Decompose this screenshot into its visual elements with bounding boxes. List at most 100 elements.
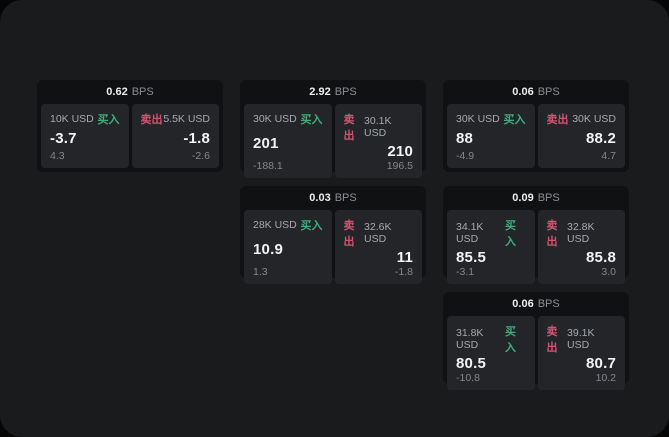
spread-header: 0.09 BPS <box>447 186 625 210</box>
buy-panel[interactable]: 10K USD 买入 -3.7 4.3 <box>41 104 129 168</box>
quote-card: 2.92 BPS 30K USD 买入 201 -188.1 卖出 30.1K … <box>240 80 426 178</box>
buy-change: -188.1 <box>253 160 283 172</box>
spread-header: 0.06 BPS <box>447 292 625 316</box>
sell-side-label: 卖出 <box>343 114 355 142</box>
buy-change: -10.8 <box>456 372 480 384</box>
sell-side-label: 卖出 <box>546 326 558 354</box>
sell-price: 11 <box>396 249 413 266</box>
buy-price: 10.9 <box>253 241 283 258</box>
bps-unit-label: BPS <box>537 86 560 98</box>
sell-panel-top: 卖出 5.5K USD <box>141 111 211 127</box>
sell-change: 196.5 <box>386 160 413 172</box>
sell-side-label: 卖出 <box>343 220 355 248</box>
buy-price: 201 <box>253 135 279 152</box>
sell-price: -1.8 <box>183 130 210 147</box>
buy-side-label: 买入 <box>97 114 120 126</box>
buy-side-label: 买入 <box>300 114 323 126</box>
sell-size: 39.1K USD <box>567 327 595 351</box>
sell-size: 32.6K USD <box>364 221 392 245</box>
sell-panel[interactable]: 卖出 32.8K USD 85.8 3.0 <box>537 210 625 284</box>
sell-price: 80.7 <box>586 355 616 372</box>
quote-card: 0.62 BPS 10K USD 买入 -3.7 4.3 卖出 5.5K USD <box>37 80 223 172</box>
quote-body: 10K USD 买入 -3.7 4.3 卖出 5.5K USD -1.8 -2.… <box>41 104 219 168</box>
buy-panel-top: 30K USD 买入 <box>456 111 526 127</box>
buy-side-label: 买入 <box>503 114 526 126</box>
sell-panel[interactable]: 卖出 30K USD 88.2 4.7 <box>537 104 625 168</box>
spread-value: 0.06 <box>512 298 534 310</box>
quote-body: 30K USD 买入 201 -188.1 卖出 30.1K USD 210 1… <box>244 104 422 178</box>
sell-panel[interactable]: 卖出 39.1K USD 80.7 10.2 <box>537 316 625 390</box>
sell-size: 30.1K USD <box>364 115 392 139</box>
bps-unit-label: BPS <box>131 86 154 98</box>
buy-size: 34.1K USD <box>456 221 484 245</box>
sell-panel[interactable]: 卖出 30.1K USD 210 196.5 <box>334 104 422 178</box>
sell-size: 32.8K USD <box>567 221 595 245</box>
buy-panel[interactable]: 30K USD 买入 201 -188.1 <box>244 104 332 178</box>
spread-header: 2.92 BPS <box>244 80 422 104</box>
buy-size: 10K USD <box>50 113 94 125</box>
buy-price: 88 <box>456 130 474 147</box>
quote-body: 31.8K USD 买入 80.5 -10.8 卖出 39.1K USD 80.… <box>447 316 625 390</box>
sell-change: 4.7 <box>601 150 616 162</box>
buy-panel-top: 30K USD 买入 <box>253 111 323 127</box>
buy-price: 85.5 <box>456 249 486 266</box>
sell-side-label: 卖出 <box>140 114 163 126</box>
buy-panel[interactable]: 31.8K USD 买入 80.5 -10.8 <box>447 316 535 390</box>
sell-price: 85.8 <box>586 249 616 266</box>
bps-unit-label: BPS <box>537 298 560 310</box>
buy-panel[interactable]: 34.1K USD 买入 85.5 -3.1 <box>447 210 535 284</box>
buy-panel[interactable]: 28K USD 买入 10.9 1.3 <box>244 210 332 284</box>
spread-header: 0.03 BPS <box>244 186 422 210</box>
buy-size: 31.8K USD <box>456 327 484 351</box>
bps-unit-label: BPS <box>537 192 560 204</box>
sell-panel-top: 卖出 30K USD <box>547 111 617 127</box>
sell-side-label: 卖出 <box>546 220 558 248</box>
spread-value: 0.03 <box>309 192 331 204</box>
quote-card: 0.09 BPS 34.1K USD 买入 85.5 -3.1 卖出 32.8K… <box>443 186 629 284</box>
buy-change: -3.1 <box>456 266 475 278</box>
buy-size: 28K USD <box>253 219 297 231</box>
quote-body: 28K USD 买入 10.9 1.3 卖出 32.6K USD 11 -1.8 <box>244 210 422 284</box>
sell-panel[interactable]: 卖出 5.5K USD -1.8 -2.6 <box>131 104 219 168</box>
quote-body: 34.1K USD 买入 85.5 -3.1 卖出 32.8K USD 85.8… <box>447 210 625 284</box>
quote-card: 0.06 BPS 30K USD 买入 88 -4.9 卖出 30K USD <box>443 80 629 172</box>
buy-size: 30K USD <box>253 113 297 125</box>
sell-price: 88.2 <box>586 130 616 147</box>
sell-side-label: 卖出 <box>546 114 569 126</box>
buy-side-label: 买入 <box>504 220 516 248</box>
sell-change: -1.8 <box>394 266 413 278</box>
bps-unit-label: BPS <box>334 86 357 98</box>
buy-change: 4.3 <box>50 150 65 162</box>
sell-size: 30K USD <box>572 113 616 125</box>
spread-header: 0.62 BPS <box>41 80 219 104</box>
sell-panel[interactable]: 卖出 32.6K USD 11 -1.8 <box>334 210 422 284</box>
sell-panel-top: 卖出 32.8K USD <box>547 217 617 249</box>
spread-value: 0.62 <box>106 86 128 98</box>
buy-side-label: 买入 <box>300 220 323 232</box>
spread-value: 0.09 <box>512 192 534 204</box>
buy-size: 30K USD <box>456 113 500 125</box>
buy-panel[interactable]: 30K USD 买入 88 -4.9 <box>447 104 535 168</box>
quote-card-grid: 0.62 BPS 10K USD 买入 -3.7 4.3 卖出 5.5K USD <box>37 80 629 390</box>
sell-panel-top: 卖出 39.1K USD <box>547 323 617 355</box>
sell-change: 3.0 <box>601 266 616 278</box>
buy-change: -4.9 <box>456 150 475 162</box>
quote-body: 30K USD 买入 88 -4.9 卖出 30K USD 88.2 4.7 <box>447 104 625 168</box>
buy-panel-top: 34.1K USD 买入 <box>456 217 526 249</box>
sell-panel-top: 卖出 30.1K USD <box>344 111 414 143</box>
spread-value: 0.06 <box>512 86 534 98</box>
buy-side-label: 买入 <box>504 326 516 354</box>
quote-card: 0.03 BPS 28K USD 买入 10.9 1.3 卖出 32.6K US… <box>240 186 426 284</box>
buy-change: 1.3 <box>253 266 268 278</box>
buy-price: -3.7 <box>50 130 77 147</box>
quote-card: 0.06 BPS 31.8K USD 买入 80.5 -10.8 卖出 39.1… <box>443 292 629 390</box>
sell-panel-top: 卖出 32.6K USD <box>344 217 414 249</box>
spread-value: 2.92 <box>309 86 331 98</box>
spread-header: 0.06 BPS <box>447 80 625 104</box>
bps-unit-label: BPS <box>334 192 357 204</box>
buy-panel-top: 10K USD 买入 <box>50 111 120 127</box>
buy-panel-top: 28K USD 买入 <box>253 217 323 233</box>
buy-panel-top: 31.8K USD 买入 <box>456 323 526 355</box>
sell-change: 10.2 <box>595 372 616 384</box>
